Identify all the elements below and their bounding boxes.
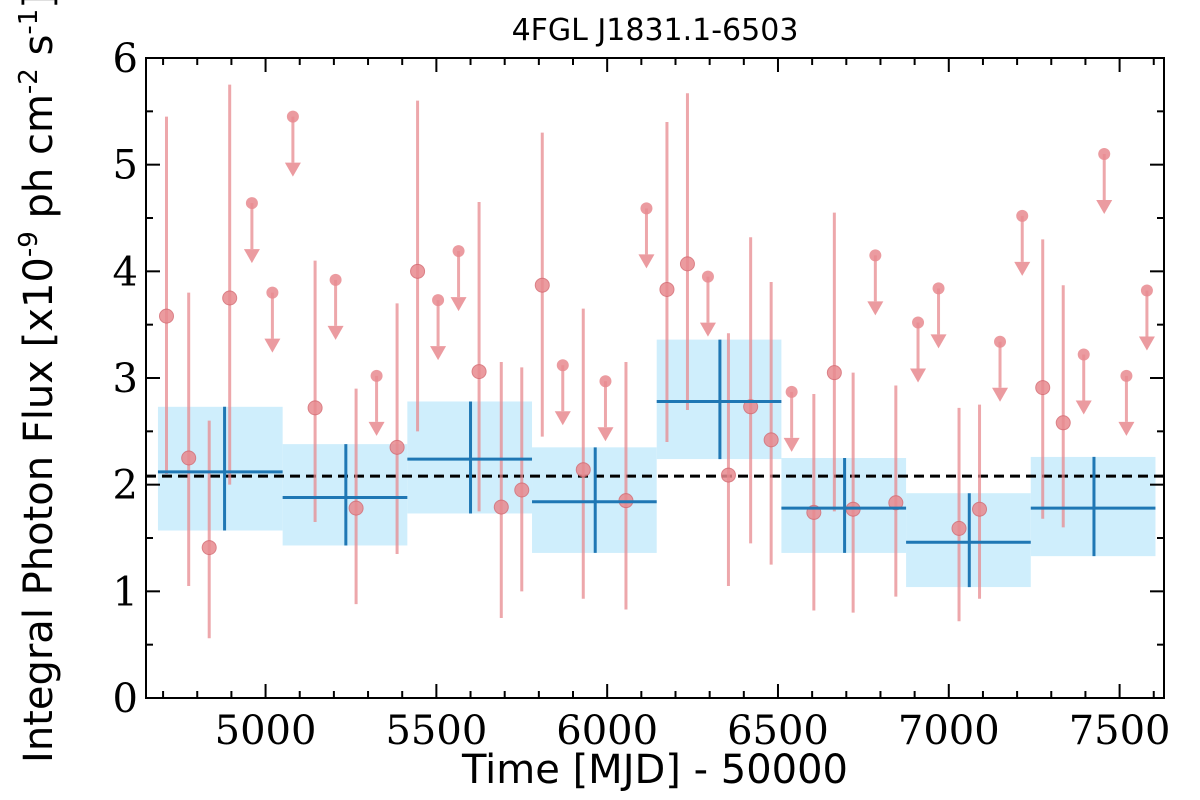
x-tick-label: 5000 — [215, 708, 317, 754]
flux-point — [201, 540, 217, 556]
y-tick-label: 2 — [113, 463, 138, 509]
flux-point — [181, 450, 197, 466]
upper-limit-arrowhead — [867, 301, 884, 316]
y-axis-label: Integral Photon Flux [x10-9 ph cm-2 s-1] — [14, 0, 62, 763]
upper-limit-marker — [599, 375, 612, 388]
upper-limit-arrowhead — [783, 437, 800, 452]
upper-limit-marker — [245, 197, 258, 210]
upper-limit-marker — [994, 335, 1007, 348]
flux-point — [389, 439, 405, 455]
upper-limit-marker — [556, 359, 569, 372]
chart-title: 4FGL J1831.1-6503 — [512, 13, 799, 48]
axis-ticks-layer: 5000 5500 6000 6500 7000 7500 0 1 2 3 4 5 6 — [113, 36, 1171, 754]
upper-limit-arrowhead — [638, 254, 655, 269]
flux-point — [348, 500, 364, 516]
upper-limit-marker — [869, 249, 882, 262]
upper-limit-arrowhead — [1138, 336, 1155, 351]
flux-point — [679, 256, 695, 272]
flux-point — [514, 482, 530, 498]
upper-limit-arrowhead — [243, 249, 260, 264]
flux-point — [659, 281, 675, 297]
upper-limit-arrowhead — [450, 297, 467, 312]
flux-point — [888, 495, 904, 511]
flux-point — [1055, 415, 1071, 431]
upper-limit-arrowhead — [1014, 261, 1031, 276]
flux-point — [720, 467, 736, 483]
y-tick-label: 0 — [113, 676, 138, 722]
upper-limit-arrowhead — [264, 338, 281, 353]
upper-limit-arrowhead — [554, 411, 571, 426]
flux-point — [158, 308, 174, 324]
binned-error-band — [157, 406, 283, 531]
y-tick-label: 1 — [113, 569, 138, 615]
upper-limit-arrowhead — [430, 346, 447, 361]
flux-point — [1035, 380, 1051, 396]
upper-limit-marker — [785, 385, 798, 398]
upper-limit-arrowhead — [1096, 200, 1113, 214]
upper-limit-marker — [266, 286, 279, 299]
upper-limit-marker — [329, 273, 342, 286]
flux-point — [972, 501, 988, 517]
flux-point — [307, 400, 323, 416]
upper-limit-arrowhead — [1118, 421, 1135, 436]
y-tick-label: 5 — [113, 143, 138, 189]
plot-frame — [145, 57, 1165, 699]
x-tick-label: 7500 — [1069, 708, 1171, 754]
upper-limit-marker — [701, 270, 714, 283]
binned-light-curve-layer — [157, 339, 1156, 588]
upper-limit-arrowhead — [284, 162, 301, 177]
upper-limit-marker — [932, 282, 945, 295]
upper-limit-arrowhead — [327, 325, 344, 340]
upper-limit-arrowhead — [597, 427, 614, 442]
x-tick-label: 7000 — [898, 708, 1000, 754]
flux-point — [534, 277, 550, 293]
upper-limit-arrowhead — [910, 368, 927, 383]
flux-point — [743, 399, 759, 415]
flux-point — [575, 462, 591, 478]
x-axis-label: Time [MJD] - 50000 — [461, 747, 848, 793]
upper-limit-marker — [1140, 284, 1153, 297]
y-tick-label: 3 — [113, 356, 138, 402]
flux-point — [222, 290, 238, 306]
upper-limit-marker — [452, 245, 465, 258]
upper-limit-marker — [1098, 148, 1111, 160]
upper-limit-marker — [912, 316, 925, 329]
x-tick-label: 6500 — [727, 708, 829, 754]
y-tick-label: 6 — [113, 36, 138, 82]
binned-bands-layer — [146, 339, 1164, 588]
flux-point — [410, 263, 426, 279]
flux-point — [826, 365, 842, 381]
upper-limit-marker — [286, 110, 299, 123]
upper-limit-arrowhead — [992, 387, 1009, 402]
flux-point — [763, 432, 779, 448]
upper-limit-arrowhead — [930, 334, 947, 349]
flux-point — [951, 520, 967, 536]
upper-limit-marker — [370, 369, 383, 382]
x-tick-label: 5500 — [385, 708, 487, 754]
upper-limit-arrowhead — [368, 421, 385, 436]
upper-limit-marker — [1016, 209, 1029, 222]
flux-point — [471, 364, 487, 380]
upper-limit-marker — [1077, 348, 1090, 361]
upper-limit-arrowhead — [1075, 400, 1092, 415]
flux-point — [493, 499, 509, 515]
upper-limit-marker — [640, 202, 653, 215]
upper-limit-marker — [432, 294, 445, 307]
upper-limit-arrowhead — [699, 322, 716, 337]
x-tick-label: 6000 — [556, 708, 658, 754]
upper-limit-marker — [1120, 369, 1133, 382]
y-tick-label: 4 — [113, 249, 138, 295]
light-curve-points-layer — [158, 84, 1155, 639]
